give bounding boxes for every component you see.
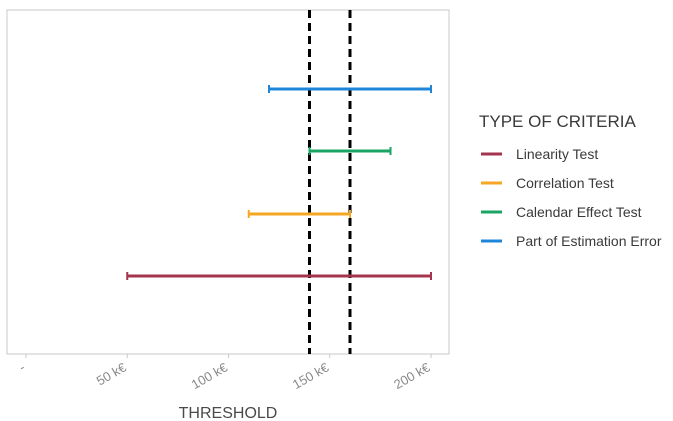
plot-panel [6, 9, 450, 355]
legend-label: Part of Estimation Error [516, 233, 662, 249]
range-bar-2 [247, 210, 351, 218]
range-bar-4 [268, 85, 432, 93]
reference-lines [308, 10, 352, 354]
legend-item-2: Correlation Test [481, 175, 614, 191]
legend-item-3: Calendar Effect Test [481, 204, 642, 220]
x-tick-label: 200 k€ [391, 359, 433, 392]
range-bar-1 [126, 272, 432, 280]
range-bars [126, 85, 432, 280]
range-bar-3 [308, 147, 392, 155]
legend-item-4: Part of Estimation Error [481, 233, 662, 249]
x-axis-ticks: - 50 k€ 100 k€ 150 k€ 200 k€ [16, 354, 433, 392]
x-tick-label: 100 k€ [189, 359, 231, 392]
legend-item-1: Linearity Test [481, 146, 598, 162]
legend-title: TYPE OF CRITERIA [479, 112, 636, 131]
legend-label: Calendar Effect Test [516, 204, 642, 220]
legend: Linearity Test Correlation Test Calendar E… [481, 146, 662, 249]
x-tick-label: - [16, 360, 27, 375]
x-tick-label: 50 k€ [94, 359, 130, 388]
legend-label: Correlation Test [516, 175, 614, 191]
x-tick-label: 150 k€ [290, 359, 332, 392]
x-axis-title: THRESHOLD [179, 405, 278, 421]
legend-label: Linearity Test [516, 146, 598, 162]
